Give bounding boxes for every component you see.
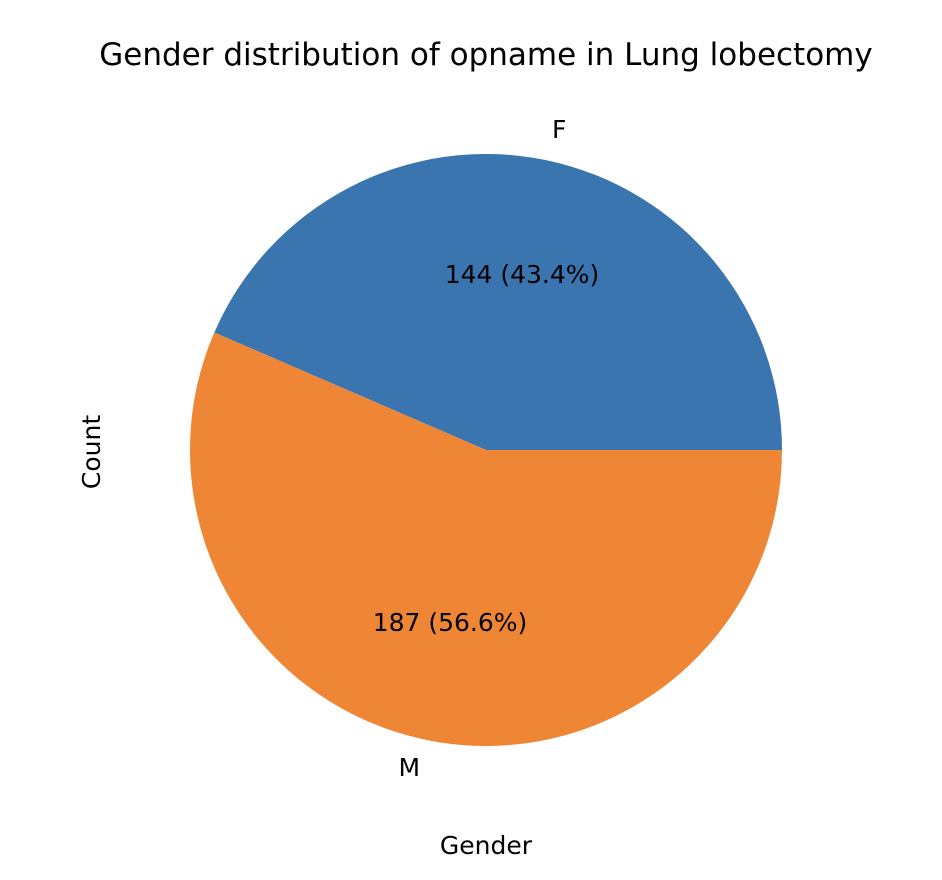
pie-slice-m (189, 332, 782, 747)
pie-slices (189, 154, 783, 747)
x-axis-label: Gender (440, 831, 533, 860)
slice-value-label-f: 144 (43.4%) (445, 260, 600, 289)
slice-label-f: F (552, 115, 566, 144)
pie-slice-f (214, 154, 783, 450)
y-axis-label: Count (77, 415, 106, 489)
chart-title: Gender distribution of opname in Lung lo… (99, 37, 872, 73)
slice-label-m: M (398, 753, 420, 782)
slice-value-label-m: 187 (56.6%) (373, 608, 528, 637)
pie-slice-labels: F 144 (43.4%) M 187 (56.6%) (373, 115, 600, 782)
